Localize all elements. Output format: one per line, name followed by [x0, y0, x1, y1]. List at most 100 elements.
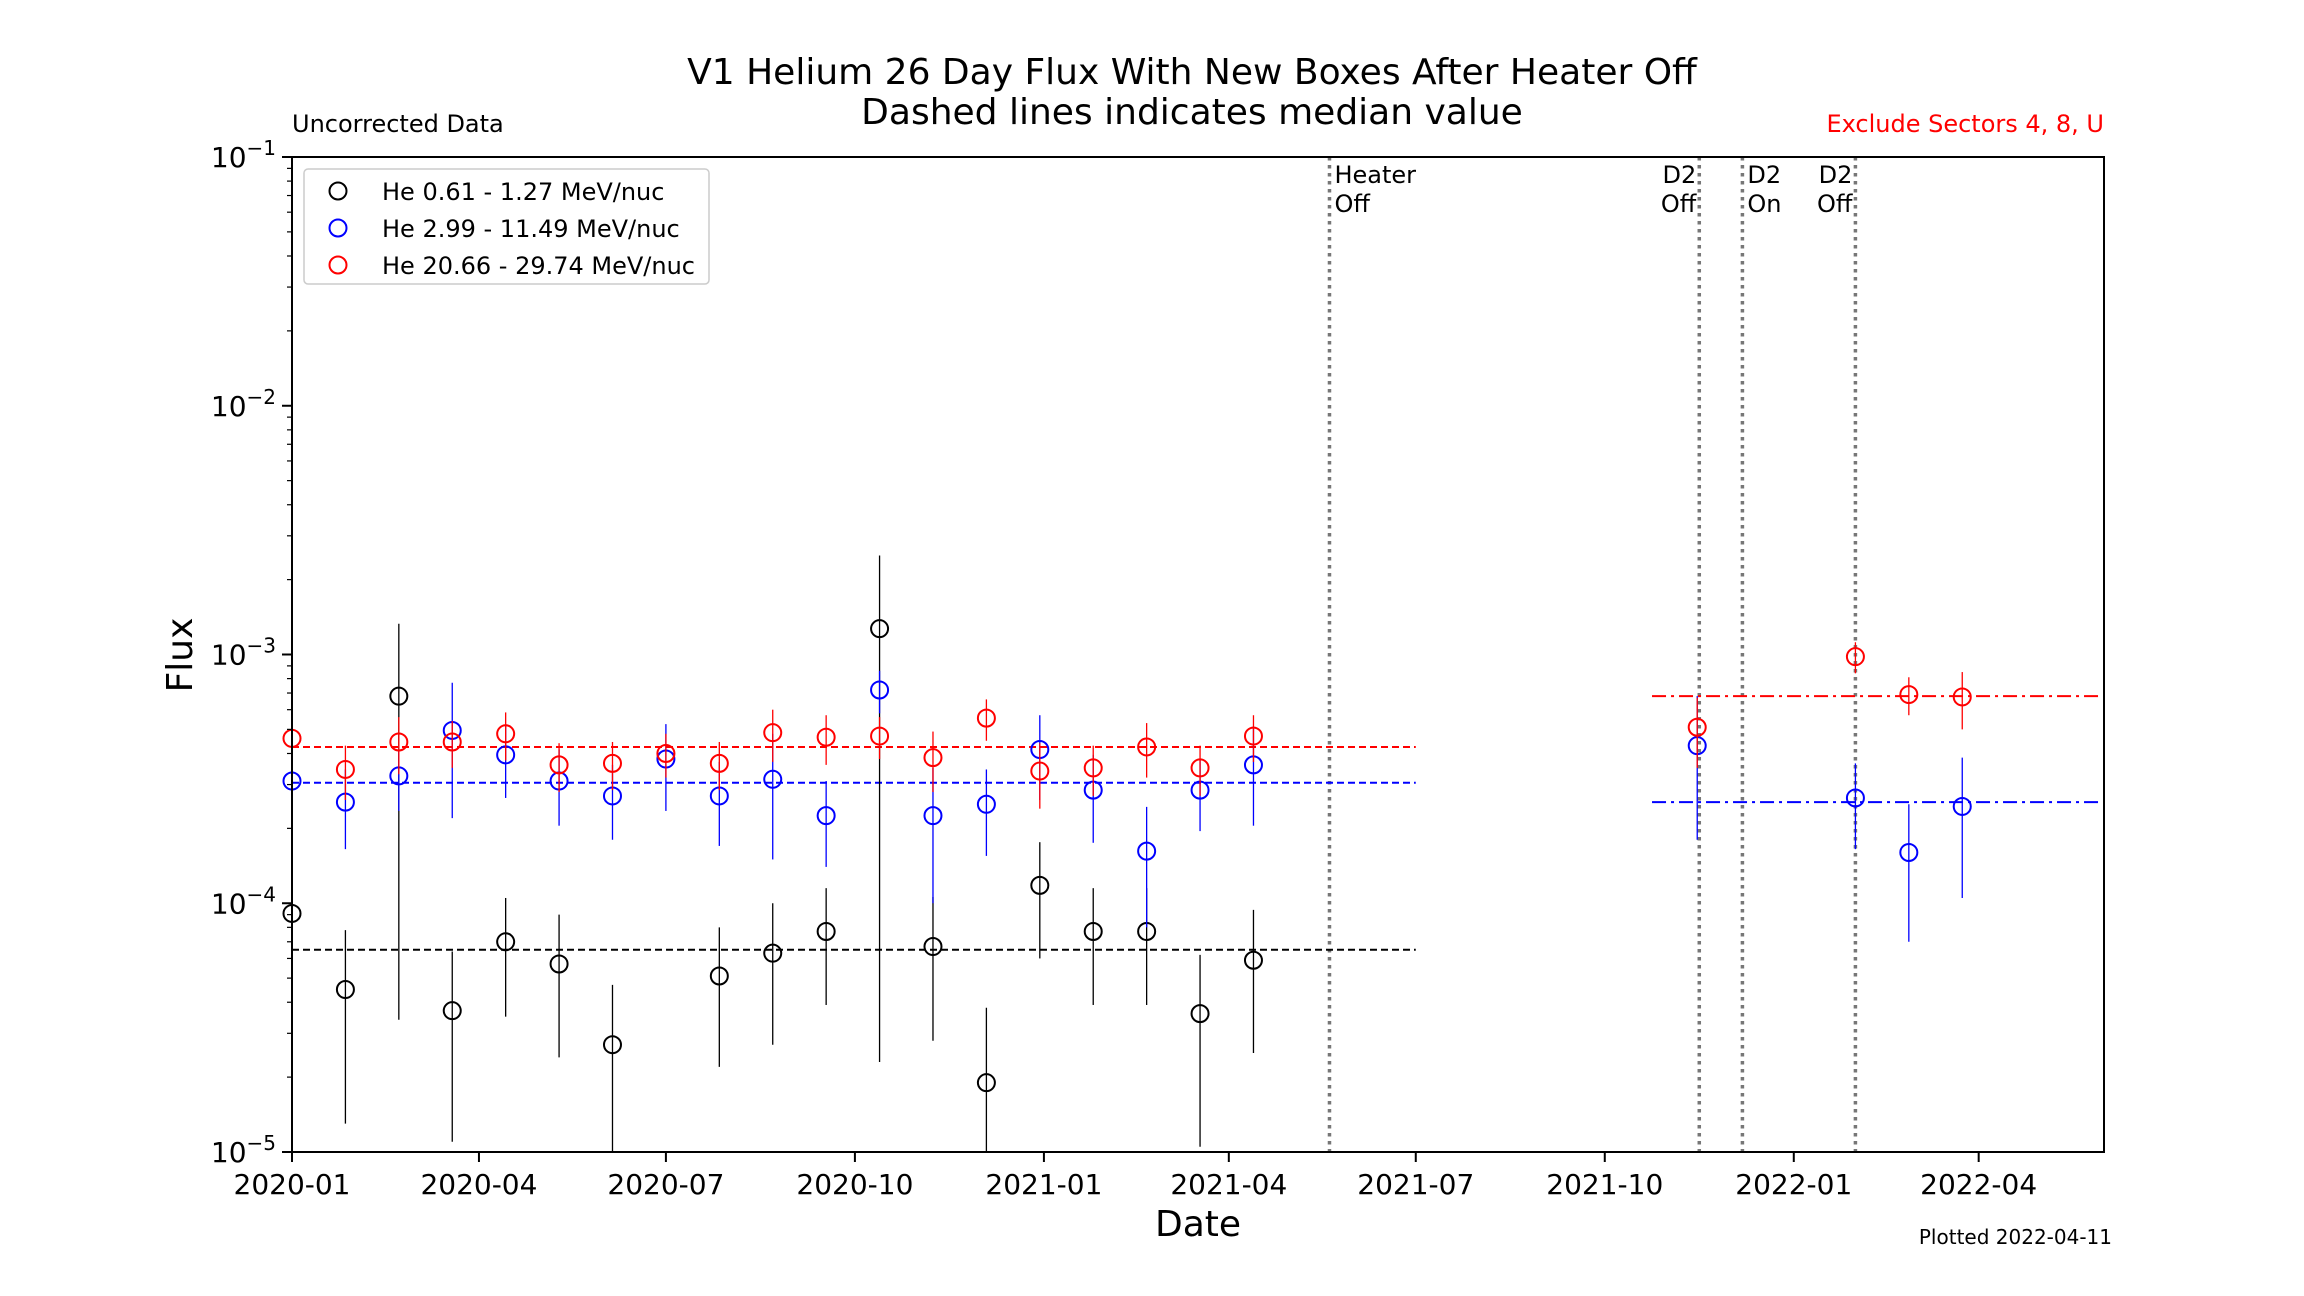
data-point: [335, 980, 355, 1000]
data-point: [1190, 1004, 1210, 1024]
data-point: [549, 954, 569, 974]
y-axis-label: Flux: [160, 618, 201, 693]
event-label-line1: D2: [1819, 161, 1853, 189]
corner-label-right: Exclude Sectors 4, 8, U: [1826, 110, 2104, 138]
data-point: [763, 769, 783, 789]
y-tick-label: 10−2: [211, 385, 276, 423]
data-point: [976, 794, 996, 814]
data-point: [870, 619, 890, 639]
data-point: [602, 753, 622, 773]
data-point: [442, 732, 462, 752]
y-tick-label: 10−1: [211, 136, 276, 174]
data-point: [389, 732, 409, 752]
data-point: [923, 806, 943, 826]
data-point: [870, 680, 890, 700]
chart-title-line1: V1 Helium 26 Day Flux With New Boxes Aft…: [687, 52, 1698, 93]
data-point: [1687, 717, 1707, 737]
data-point: [496, 724, 516, 744]
event-label-line2: On: [1747, 190, 1781, 218]
data-point: [1083, 921, 1103, 941]
x-tick-label: 2022-04: [1920, 1168, 2037, 1201]
y-tick-label: 10−5: [211, 1131, 276, 1169]
y-tick-exponent: −1: [247, 136, 276, 160]
data-point: [1137, 841, 1157, 861]
median-lines: [292, 695, 2104, 951]
data-point: [763, 943, 783, 963]
y-axis-ticks: 10−510−410−310−210−1: [211, 136, 292, 1169]
data-point: [816, 921, 836, 941]
data-point: [442, 1001, 462, 1021]
data-point: [602, 1035, 622, 1055]
x-tick-label: 2020-04: [420, 1168, 537, 1201]
y-tick-label: 10−4: [211, 882, 276, 920]
legend-box: [303, 168, 710, 285]
legend-marker: [328, 218, 348, 238]
data-point: [923, 748, 943, 768]
data-point: [389, 686, 409, 706]
y-tick-exponent: −2: [247, 385, 276, 409]
x-tick-label: 2021-04: [1170, 1168, 1287, 1201]
legend-marker: [328, 255, 348, 275]
corner-label-left: Uncorrected Data: [292, 110, 504, 138]
y-tick-base: 10: [211, 141, 247, 174]
data-point: [549, 755, 569, 775]
y-tick-exponent: −3: [247, 634, 276, 658]
data-point: [1083, 758, 1103, 778]
y-tick-label: 10−3: [211, 634, 276, 672]
event-label-line1: Heater: [1334, 161, 1416, 189]
y-tick-base: 10: [211, 1136, 247, 1169]
x-tick-label: 2020-01: [234, 1168, 351, 1201]
event-label-line2: Off: [1817, 190, 1853, 218]
x-tick-label: 2021-10: [1546, 1168, 1663, 1201]
data-point: [816, 727, 836, 747]
data-point: [763, 723, 783, 743]
x-axis-ticks: 2020-01 2020-04 2020-07 2020-10 2021-01 2021-…: [234, 1152, 2037, 1201]
data-point: [1243, 950, 1263, 970]
x-tick-label: 2020-07: [607, 1168, 724, 1201]
data-point: [923, 937, 943, 957]
data-point: [1899, 685, 1919, 705]
y-tick-base: 10: [211, 887, 247, 920]
x-tick-label: 2021-01: [985, 1168, 1102, 1201]
legend: He 0.61 - 1.27 MeV/nuc He 2.99 - 11.49 Me…: [303, 168, 710, 285]
legend-marker: [328, 181, 348, 201]
y-tick-base: 10: [211, 390, 247, 423]
data-point: [1952, 796, 1972, 816]
legend-label: He 0.61 - 1.27 MeV/nuc: [382, 178, 664, 206]
data-point: [496, 932, 516, 952]
event-label-line1: D2: [1663, 161, 1697, 189]
data-point: [335, 759, 355, 779]
event-label-line2: Off: [1334, 190, 1370, 218]
data-point: [1952, 687, 1972, 707]
event-label-line1: D2: [1747, 161, 1781, 189]
series-2: [282, 642, 1972, 809]
data-point: [976, 1073, 996, 1093]
chart-title-line2: Dashed lines indicates median value: [861, 92, 1523, 133]
data-point: [1137, 737, 1157, 757]
data-point: [1190, 758, 1210, 778]
data-point: [709, 966, 729, 986]
y-tick-exponent: −4: [247, 882, 276, 906]
y-tick-exponent: −5: [247, 1131, 276, 1155]
series-0: [282, 555, 1263, 1152]
x-axis-label: Date: [1155, 1204, 1241, 1245]
data-point: [1030, 761, 1050, 781]
data-point: [656, 743, 676, 763]
data-series: [282, 555, 1972, 1152]
data-point: [709, 753, 729, 773]
data-point: [816, 806, 836, 826]
x-tick-label: 2021-07: [1357, 1168, 1474, 1201]
data-point: [1845, 647, 1865, 667]
legend-label: He 20.66 - 29.74 MeV/nuc: [382, 252, 695, 280]
data-point: [1030, 875, 1050, 895]
data-point: [976, 708, 996, 728]
x-tick-label: 2022-01: [1735, 1168, 1852, 1201]
data-point: [1845, 788, 1865, 808]
data-point: [1243, 726, 1263, 746]
event-label-line2: Off: [1661, 190, 1697, 218]
y-tick-base: 10: [211, 639, 247, 672]
legend-label: He 2.99 - 11.49 MeV/nuc: [382, 215, 680, 243]
data-point: [1899, 842, 1919, 862]
